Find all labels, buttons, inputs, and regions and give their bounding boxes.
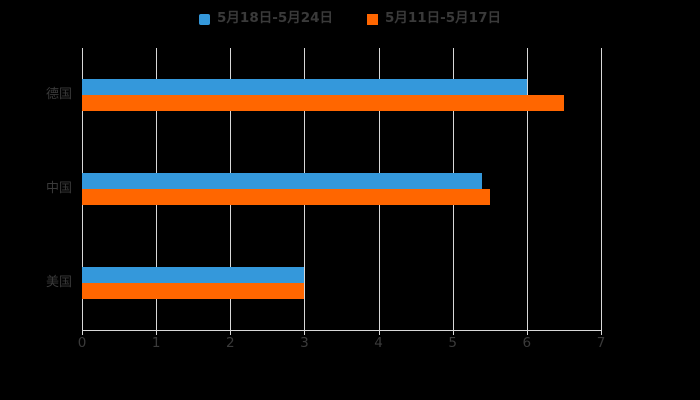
- x-axis-tick: [156, 330, 158, 335]
- bar-series-1[interactable]: [82, 267, 305, 283]
- x-axis-tick-label: 2: [225, 335, 235, 351]
- x-axis-tick: [304, 330, 306, 335]
- x-axis-tick-label: 1: [151, 335, 161, 351]
- legend-marker-icon-series-1: [199, 13, 211, 25]
- y-axis-tick-label: 美国: [45, 275, 72, 290]
- legend-marker-icon-series-2: [367, 13, 378, 25]
- x-axis-tick: [82, 330, 83, 335]
- legend-label-series-2: 5月11日-5月17日: [385, 10, 501, 27]
- x-axis-tick: [378, 330, 380, 335]
- bar-series-2[interactable]: [82, 189, 490, 205]
- x-gridline: [526, 48, 528, 330]
- y-axis-tick-label: 德国: [45, 87, 72, 102]
- x-axis-tick: [526, 330, 528, 335]
- x-axis-tick: [601, 330, 602, 335]
- y-axis-tick-label: 中国: [45, 181, 72, 196]
- legend-label-series-1: 5月18日-5月24日: [217, 10, 333, 27]
- chart-legend: 5月18日-5月24日 5月11日-5月17日: [0, 6, 700, 32]
- x-axis-tick-label: 5: [448, 335, 457, 351]
- bar-series-1[interactable]: [82, 79, 527, 95]
- x-axis-tick-label: 3: [300, 335, 309, 351]
- x-axis-tick-label: 7: [596, 335, 606, 351]
- legend-entry-series-1[interactable]: 5月18日-5月24日: [199, 6, 333, 32]
- x-gridline: [601, 48, 602, 330]
- x-axis-tick-label: 6: [522, 335, 532, 351]
- x-axis-line: [82, 330, 601, 331]
- bar-series-1[interactable]: [82, 173, 483, 189]
- plot-area: [82, 48, 602, 330]
- y-axis-tick-labels: 德国 中国 美国: [0, 0, 72, 400]
- x-axis-tick: [230, 330, 232, 335]
- x-axis-tick: [452, 330, 454, 335]
- legend-entry-series-2[interactable]: 5月11日-5月17日: [367, 6, 501, 32]
- bar-series-2[interactable]: [82, 95, 564, 111]
- x-axis-tick-label: 4: [374, 335, 383, 351]
- bar-series-2[interactable]: [82, 283, 305, 299]
- x-axis-tick-label: 0: [77, 335, 87, 351]
